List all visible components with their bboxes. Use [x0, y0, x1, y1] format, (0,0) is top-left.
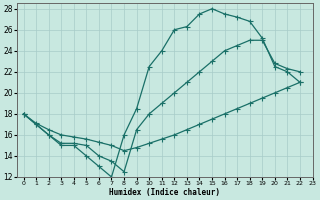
X-axis label: Humidex (Indice chaleur): Humidex (Indice chaleur): [109, 188, 220, 197]
